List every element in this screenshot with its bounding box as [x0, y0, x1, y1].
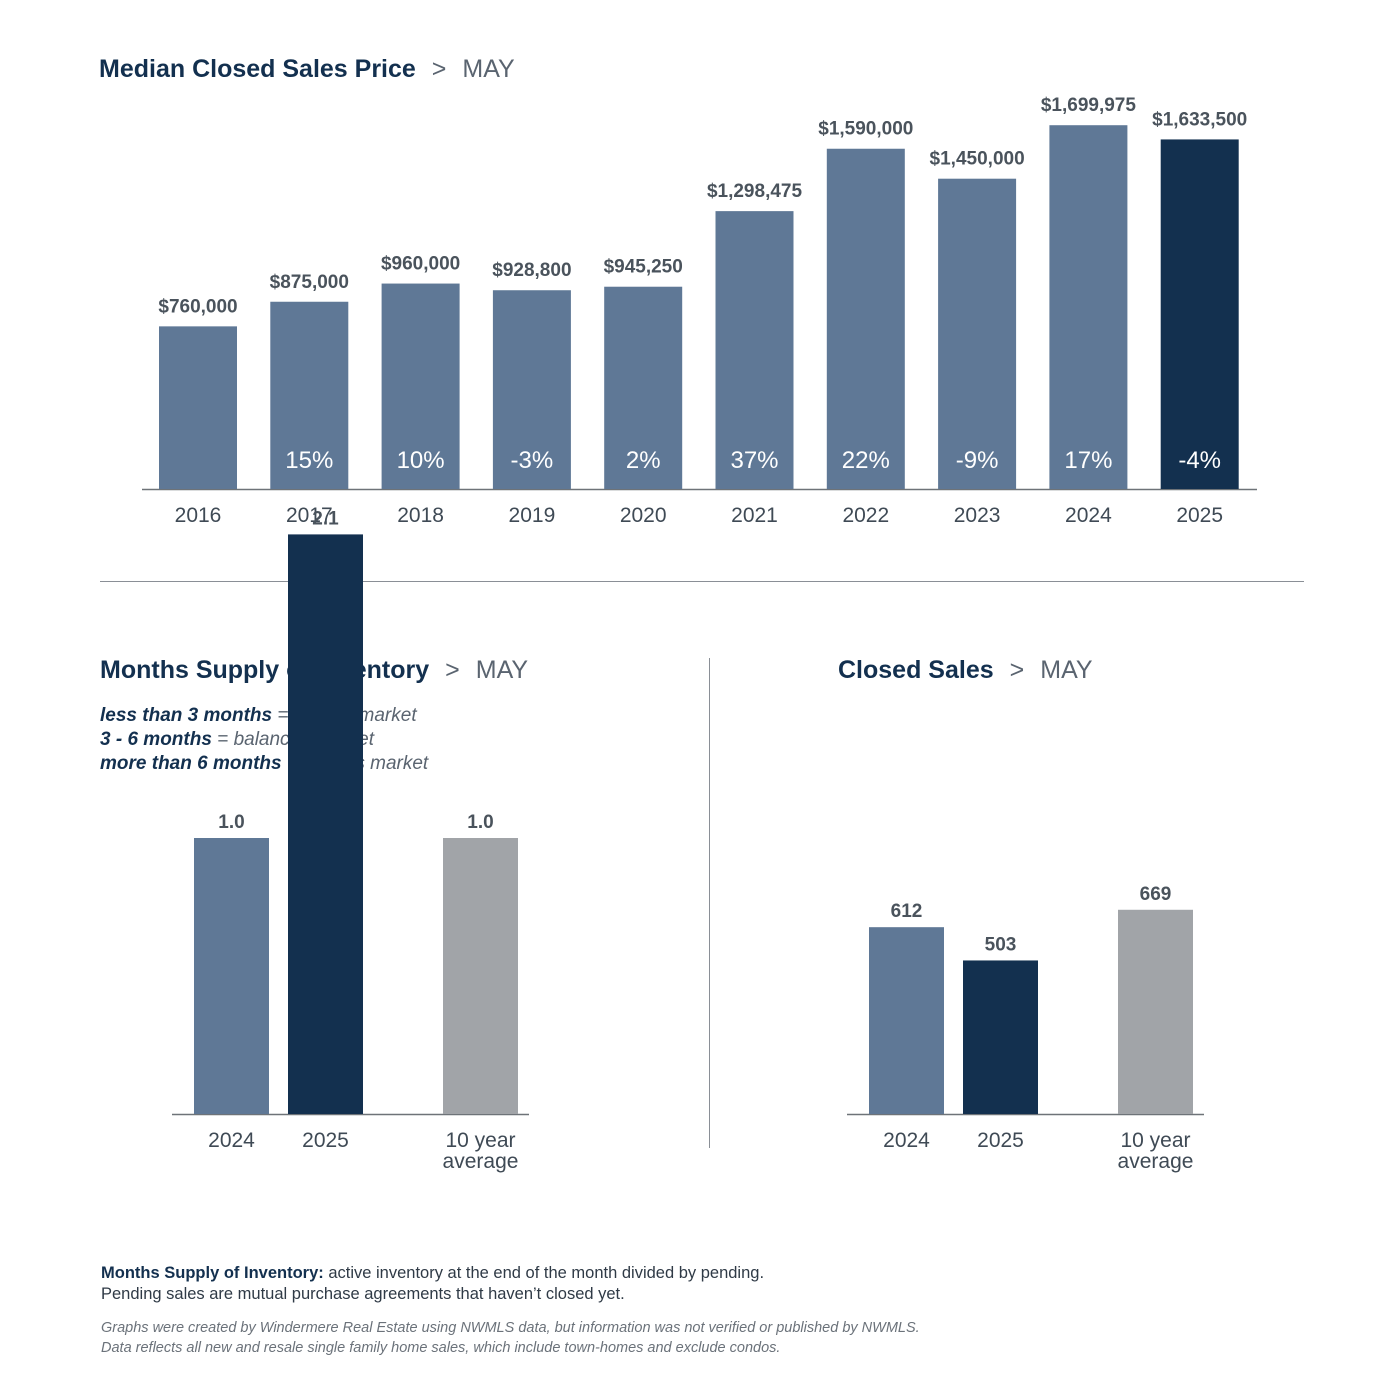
- inventory-category-tick: 2024: [208, 1129, 255, 1152]
- sales-category-tick: 2025: [977, 1129, 1024, 1152]
- inventory-bar: [288, 534, 363, 1114]
- sales-bar: [869, 927, 944, 1114]
- credit-line-1: Graphs were created by Windermere Real E…: [101, 1320, 920, 1336]
- price-year-tick: 2021: [731, 504, 778, 527]
- footnote-line-2: Pending sales are mutual purchase agreem…: [101, 1285, 625, 1303]
- inventory-title-month: MAY: [475, 656, 529, 684]
- price-bar: [826, 148, 905, 490]
- price-bar: [715, 211, 794, 489]
- price-year-tick: 2024: [1065, 504, 1112, 527]
- price-value-label: $1,590,000: [818, 119, 913, 140]
- price-bar: [270, 301, 349, 489]
- inventory-value-label: 1.0: [467, 812, 493, 833]
- section-divider: [100, 581, 1304, 582]
- price-bar: [938, 178, 1017, 489]
- inventory-bar: [443, 838, 518, 1114]
- legend-range: less than 3 months: [100, 705, 273, 726]
- inventory-chart-title: Months Supply of Inventory > MAY: [100, 656, 528, 685]
- price-value-label: $1,298,475: [707, 181, 803, 202]
- inventory-category-tick: 2025: [302, 1129, 349, 1152]
- price-bar: [159, 326, 237, 489]
- price-change-label: 37%: [730, 447, 778, 474]
- sales-chart-title: Closed Sales > MAY: [838, 656, 1093, 685]
- sales-category-tick: 2024: [883, 1129, 930, 1152]
- legend-range: more than 6 months: [100, 753, 282, 774]
- price-year-tick: 2022: [842, 504, 889, 527]
- price-value-label: $945,250: [604, 257, 683, 278]
- price-change-label: -3%: [511, 447, 554, 474]
- footnote: Months Supply of Inventory: active inven…: [101, 1263, 764, 1305]
- inventory-value-label: 2.1: [312, 508, 339, 529]
- price-value-label: $960,000: [381, 254, 460, 275]
- sales-category-tick: 10 year: [1120, 1129, 1190, 1152]
- legend-equals: =: [211, 729, 234, 750]
- price-chart-title: Median Closed Sales Price > MAY: [99, 55, 515, 84]
- sales-value-label: 612: [891, 901, 923, 922]
- price-title-month: MAY: [462, 55, 515, 83]
- sales-title-month: MAY: [1040, 656, 1093, 684]
- price-change-label: 22%: [842, 447, 890, 474]
- price-value-label: $760,000: [158, 296, 237, 317]
- inventory-title-text: Months Supply of Inventory: [100, 656, 430, 684]
- sales-bar: [963, 960, 1038, 1114]
- price-bar: [1160, 139, 1239, 489]
- sales-category-tick: average: [1118, 1150, 1194, 1173]
- legend-range: 3 - 6 months: [100, 729, 212, 750]
- price-value-label: $875,000: [270, 272, 349, 293]
- inventory-title-separator: >: [445, 656, 460, 684]
- price-bar: [381, 283, 460, 489]
- price-bar: [1049, 125, 1128, 489]
- price-change-label: -4%: [1178, 447, 1221, 474]
- price-change-label: -9%: [956, 447, 999, 474]
- sales-value-label: 503: [985, 934, 1017, 955]
- inventory-category-tick: average: [443, 1150, 519, 1173]
- credits: Graphs were created by Windermere Real E…: [101, 1318, 920, 1358]
- price-year-tick: 2025: [1176, 504, 1223, 527]
- inventory-category-tick: 10 year: [445, 1129, 515, 1152]
- price-bar: [604, 286, 683, 489]
- price-year-tick: 2023: [954, 504, 1001, 527]
- price-value-label: $1,633,500: [1152, 109, 1247, 130]
- inventory-bar: [194, 838, 269, 1114]
- footnote-term: Months Supply of Inventory:: [101, 1264, 324, 1282]
- credit-line-2: Data reflects all new and resale single …: [101, 1340, 781, 1356]
- price-title-separator: >: [431, 55, 447, 83]
- price-change-label: 2%: [626, 447, 661, 474]
- legend-equals: =: [272, 705, 294, 726]
- price-value-label: $928,800: [492, 260, 571, 281]
- sales-title-text: Closed Sales: [838, 656, 994, 684]
- price-value-label: $1,450,000: [930, 149, 1025, 170]
- inventory-value-label: 1.0: [218, 812, 244, 833]
- price-change-label: 17%: [1064, 447, 1112, 474]
- price-bar: [492, 290, 571, 489]
- sales-title-separator: >: [1009, 656, 1025, 684]
- price-year-tick: 2016: [175, 504, 222, 527]
- price-year-tick: 2020: [620, 504, 667, 527]
- price-year-tick: 2017: [286, 504, 333, 527]
- price-change-label: 15%: [285, 447, 333, 474]
- price-title-text: Median Closed Sales Price: [99, 55, 416, 83]
- price-year-tick: 2019: [509, 504, 556, 527]
- sales-bar: [1118, 909, 1193, 1114]
- price-year-tick: 2018: [397, 504, 444, 527]
- sales-value-label: 669: [1140, 884, 1172, 905]
- price-change-label: 10%: [397, 447, 445, 474]
- price-value-label: $1,699,975: [1041, 95, 1137, 116]
- footnote-text: active inventory at the end of the month…: [323, 1264, 765, 1282]
- footnote-line: Months Supply of Inventory: active inven…: [101, 1263, 764, 1284]
- column-divider: [709, 658, 710, 1148]
